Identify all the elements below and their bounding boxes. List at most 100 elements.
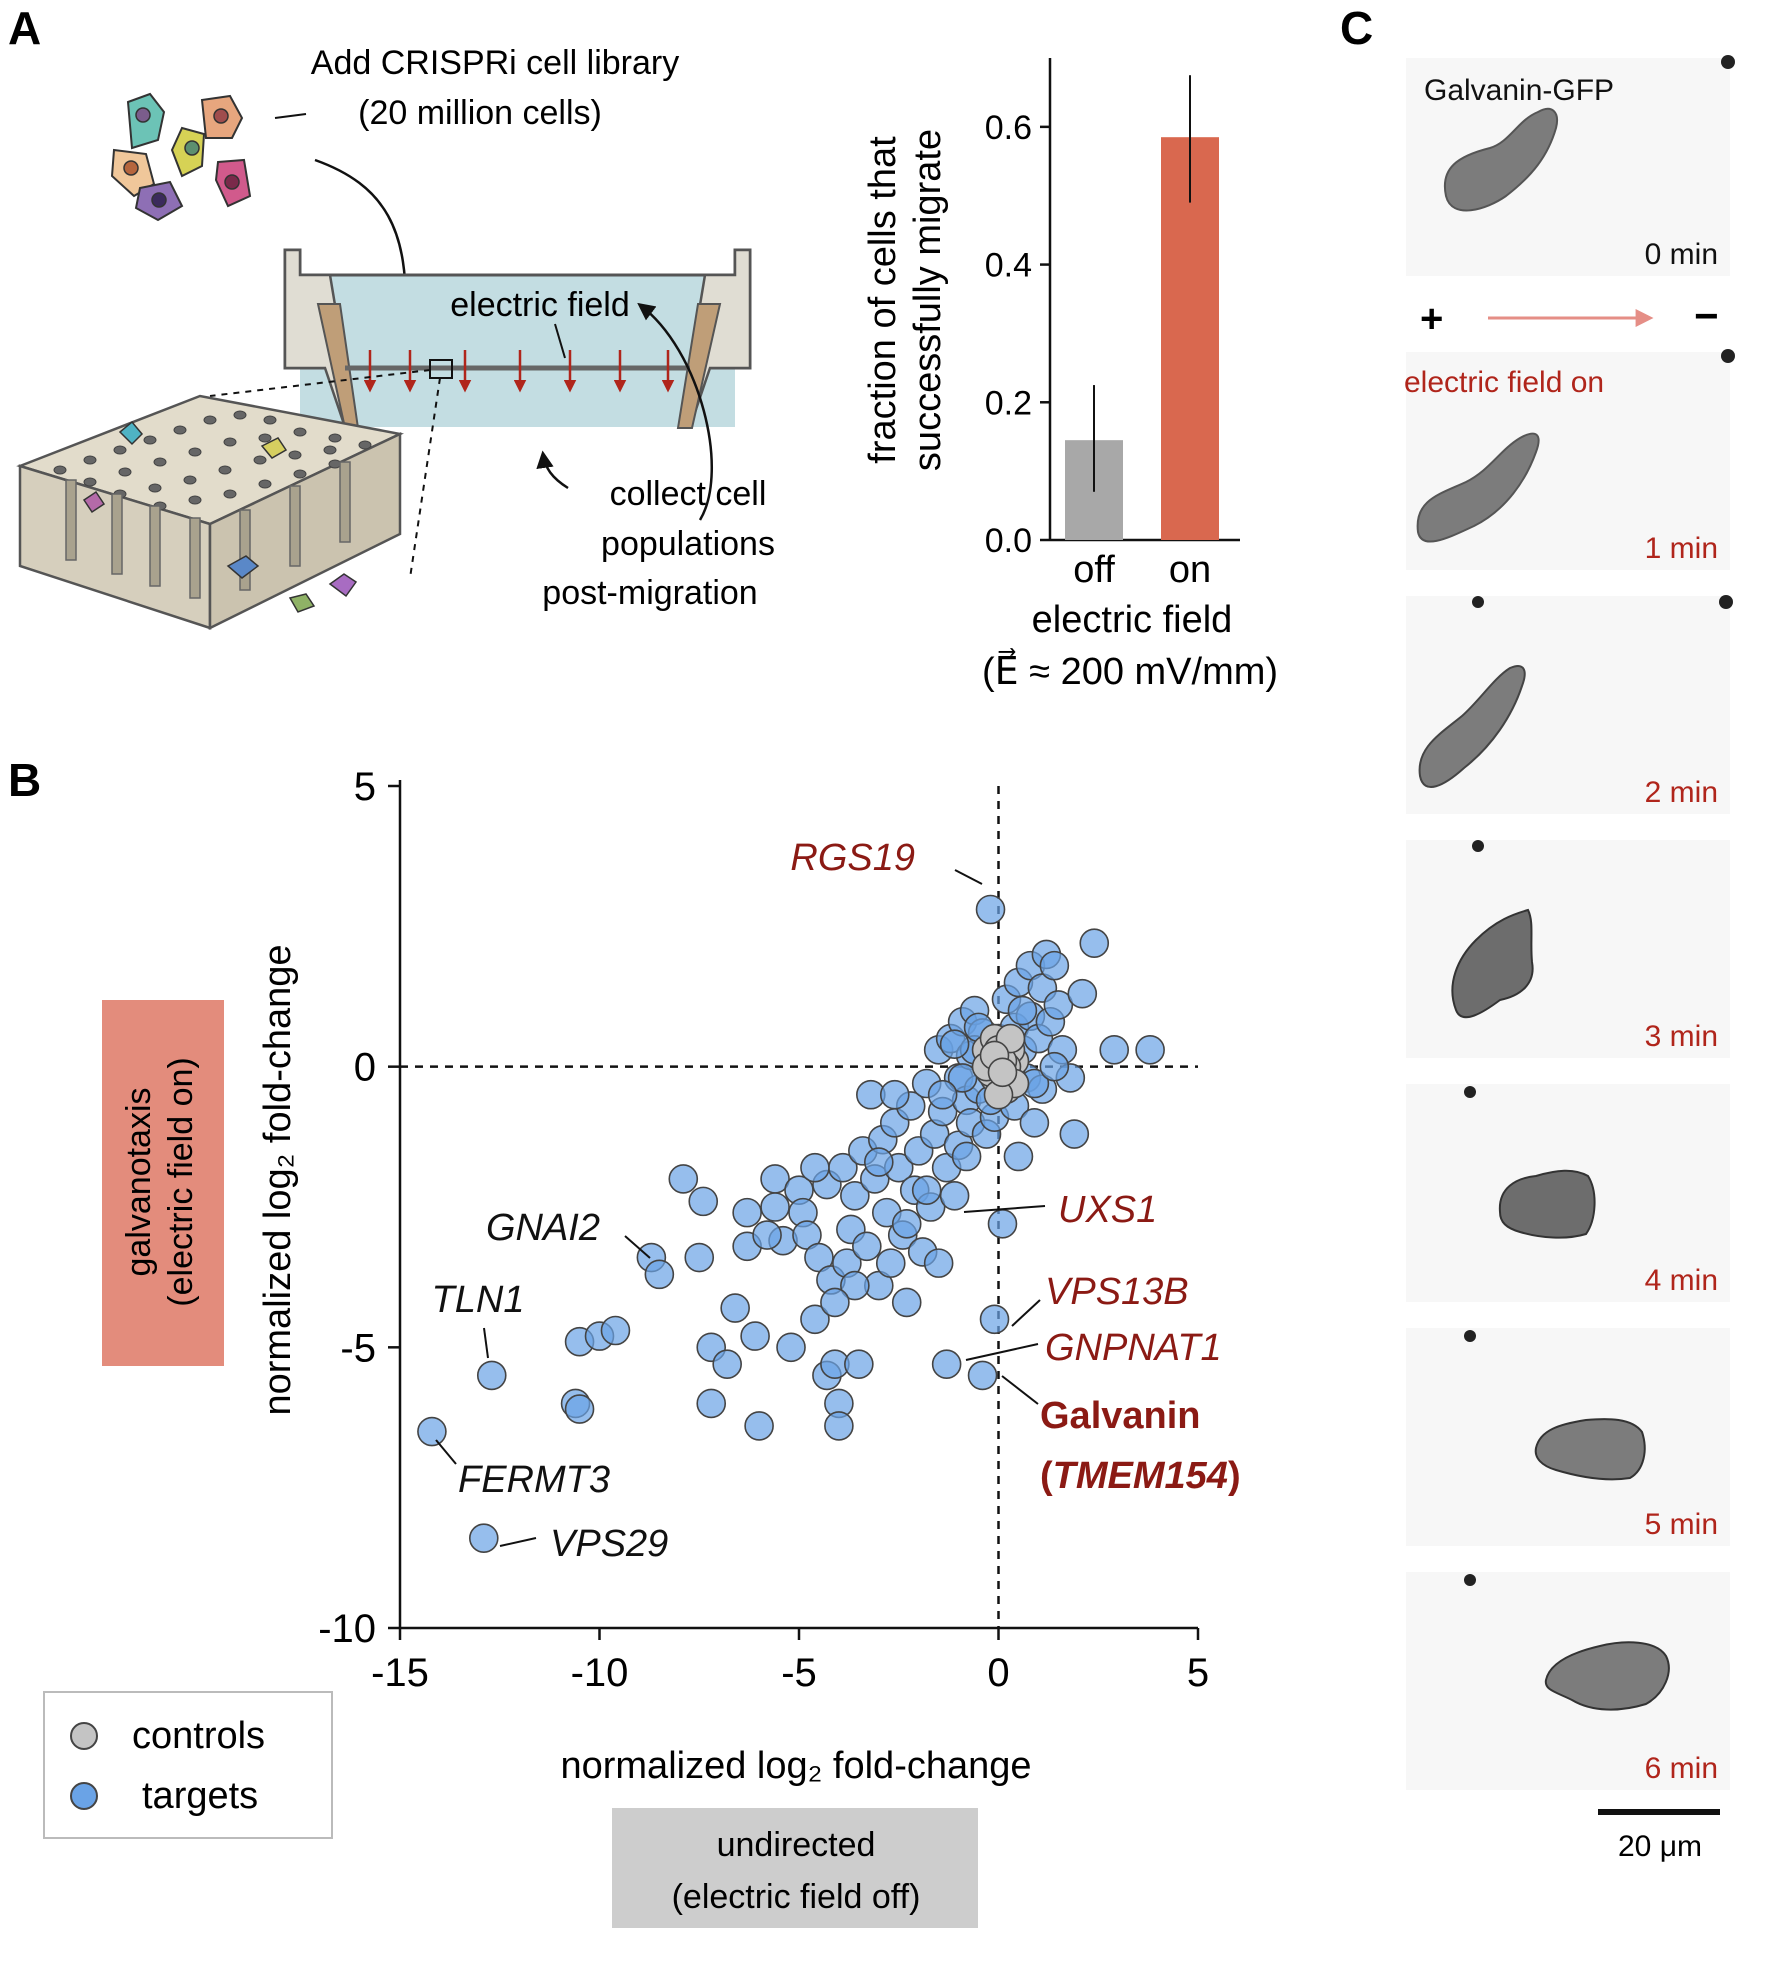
annotation-label: VPS13B [1045, 1271, 1189, 1313]
collect-arrow [637, 302, 713, 521]
plus-sign: + [1420, 297, 1443, 341]
frame-time: 2 min [1645, 776, 1718, 809]
frame-time: 0 min [1645, 238, 1718, 271]
frame-time: 6 min [1645, 1752, 1718, 1785]
target-point [1003, 1141, 1034, 1172]
collect-label-line3: post-migration [542, 574, 757, 612]
frame-2: 2 min [1406, 595, 1733, 814]
target-point [875, 1248, 906, 1278]
target-point [951, 1141, 982, 1172]
debris-dot [1721, 55, 1735, 69]
target-point [863, 1147, 894, 1177]
target-point [760, 1192, 790, 1222]
scatter-xlabel: normalized log₂ fold-change [560, 1745, 1031, 1787]
scale-bar-label: 20 μm [1618, 1830, 1702, 1863]
target-point [564, 1394, 595, 1424]
pores [53, 410, 372, 511]
frame-3: 3 min [1406, 840, 1730, 1058]
cell-silhouette [1418, 665, 1526, 788]
frame-5: 5 min [1406, 1328, 1730, 1546]
x-tick-label: -5 [781, 1651, 817, 1695]
target-point [844, 1349, 874, 1379]
leader-line [554, 323, 566, 359]
x-tick-label: -15 [371, 1651, 429, 1695]
target-point [752, 1220, 782, 1250]
crispri-screen-scatter: galvanotaxis (electric field on) normali… [43, 765, 1241, 1928]
target-point [987, 1209, 1018, 1239]
annotation-label: VPS29 [550, 1523, 668, 1565]
minus-sign: − [1694, 292, 1719, 339]
annotation-label: FERMT3 [458, 1459, 610, 1501]
scatter-points [417, 894, 1165, 1553]
target-point [712, 1349, 742, 1379]
target-point [1039, 950, 1070, 981]
target-point [1067, 978, 1098, 1009]
migration-chamber [283, 248, 752, 429]
target-point [947, 1063, 978, 1093]
scatter-x-ticks: -15 -10 -5 0 5 [371, 1628, 1209, 1695]
cell-nucleus [123, 160, 139, 176]
cell-silhouette [1451, 908, 1534, 1019]
chamber-medium [300, 275, 735, 427]
add-library-label-line1: Add CRISPRi cell library [311, 44, 679, 82]
membrane-zoom [16, 369, 441, 631]
annotation-leader [965, 1343, 1039, 1361]
debris-dot [1464, 1330, 1476, 1342]
bar-on [1161, 137, 1219, 540]
x-tick-label: -10 [571, 1651, 629, 1695]
target-point [879, 1079, 910, 1110]
debris-dot [1472, 596, 1484, 608]
frame-6: 6 min [1406, 1572, 1730, 1790]
frame-image [1406, 596, 1730, 814]
y-tick-label: -5 [340, 1326, 376, 1370]
migrating-cells [82, 420, 358, 613]
bars: off on [1065, 75, 1219, 591]
target-point [684, 1242, 715, 1273]
panel-letter-c: C [1340, 2, 1373, 54]
bar-y-ticks: 0.0 0.2 0.4 0.6 [985, 109, 1050, 560]
target-point [600, 1315, 631, 1346]
target-point [740, 1321, 770, 1351]
annotation-leader [954, 869, 983, 885]
target-point [1099, 1035, 1130, 1065]
target-point [800, 1304, 830, 1335]
cell-nucleus [213, 108, 229, 124]
y-tick-label: 0 [354, 1046, 376, 1090]
target-point [1007, 995, 1038, 1026]
target-point [696, 1388, 727, 1419]
bar-y-tick-label: 0.4 [985, 247, 1032, 285]
leader-line [274, 113, 307, 119]
add-library-label-line2: (20 million cells) [358, 94, 602, 132]
cell-nucleus [224, 174, 240, 190]
migration-bar-chart: 0.0 0.2 0.4 0.6 off on fraction of cells tha… [862, 58, 1278, 693]
cell-nucleus [184, 140, 200, 156]
frame-1: electric field on 1 min [1404, 349, 1735, 570]
timelapse-panel: Galvanin-GFP 0 min + − electric field on… [1404, 55, 1735, 1863]
scatter-legend: controls targets [43, 1691, 333, 1839]
xcondition-label-line1: undirected [717, 1826, 876, 1864]
frame-time: 1 min [1645, 532, 1718, 565]
frame-time: 3 min [1645, 1020, 1718, 1053]
cell-silhouette [1443, 107, 1558, 212]
bar-category-label: on [1169, 549, 1211, 591]
target-point [911, 1175, 942, 1205]
target-point [891, 1209, 922, 1239]
bar-xlabel-line1: electric field [1032, 599, 1233, 641]
cell-silhouette [1498, 1169, 1596, 1239]
frame-time: 4 min [1645, 1264, 1718, 1297]
field-arrows [363, 350, 675, 393]
target-point [979, 1304, 1010, 1335]
target-point [800, 1152, 830, 1183]
galvanin-paren-open: ( [1040, 1455, 1053, 1497]
ycondition-label-line1: galvanotaxis [120, 1087, 158, 1276]
bar-category-label: off [1073, 549, 1115, 591]
panel-c-title: Galvanin-GFP [1424, 74, 1614, 107]
annotation-label: GNAI2 [486, 1207, 600, 1249]
ycondition-label-line2: (electric field on) [162, 1057, 200, 1306]
annotation-label: UXS1 [1058, 1189, 1157, 1231]
target-point [927, 1079, 958, 1110]
debris-dot [1721, 349, 1735, 363]
xcondition-label-line2: (electric field off) [672, 1878, 921, 1916]
frame-4: 4 min [1406, 1084, 1730, 1302]
annotation-label: TLN1 [432, 1279, 525, 1321]
